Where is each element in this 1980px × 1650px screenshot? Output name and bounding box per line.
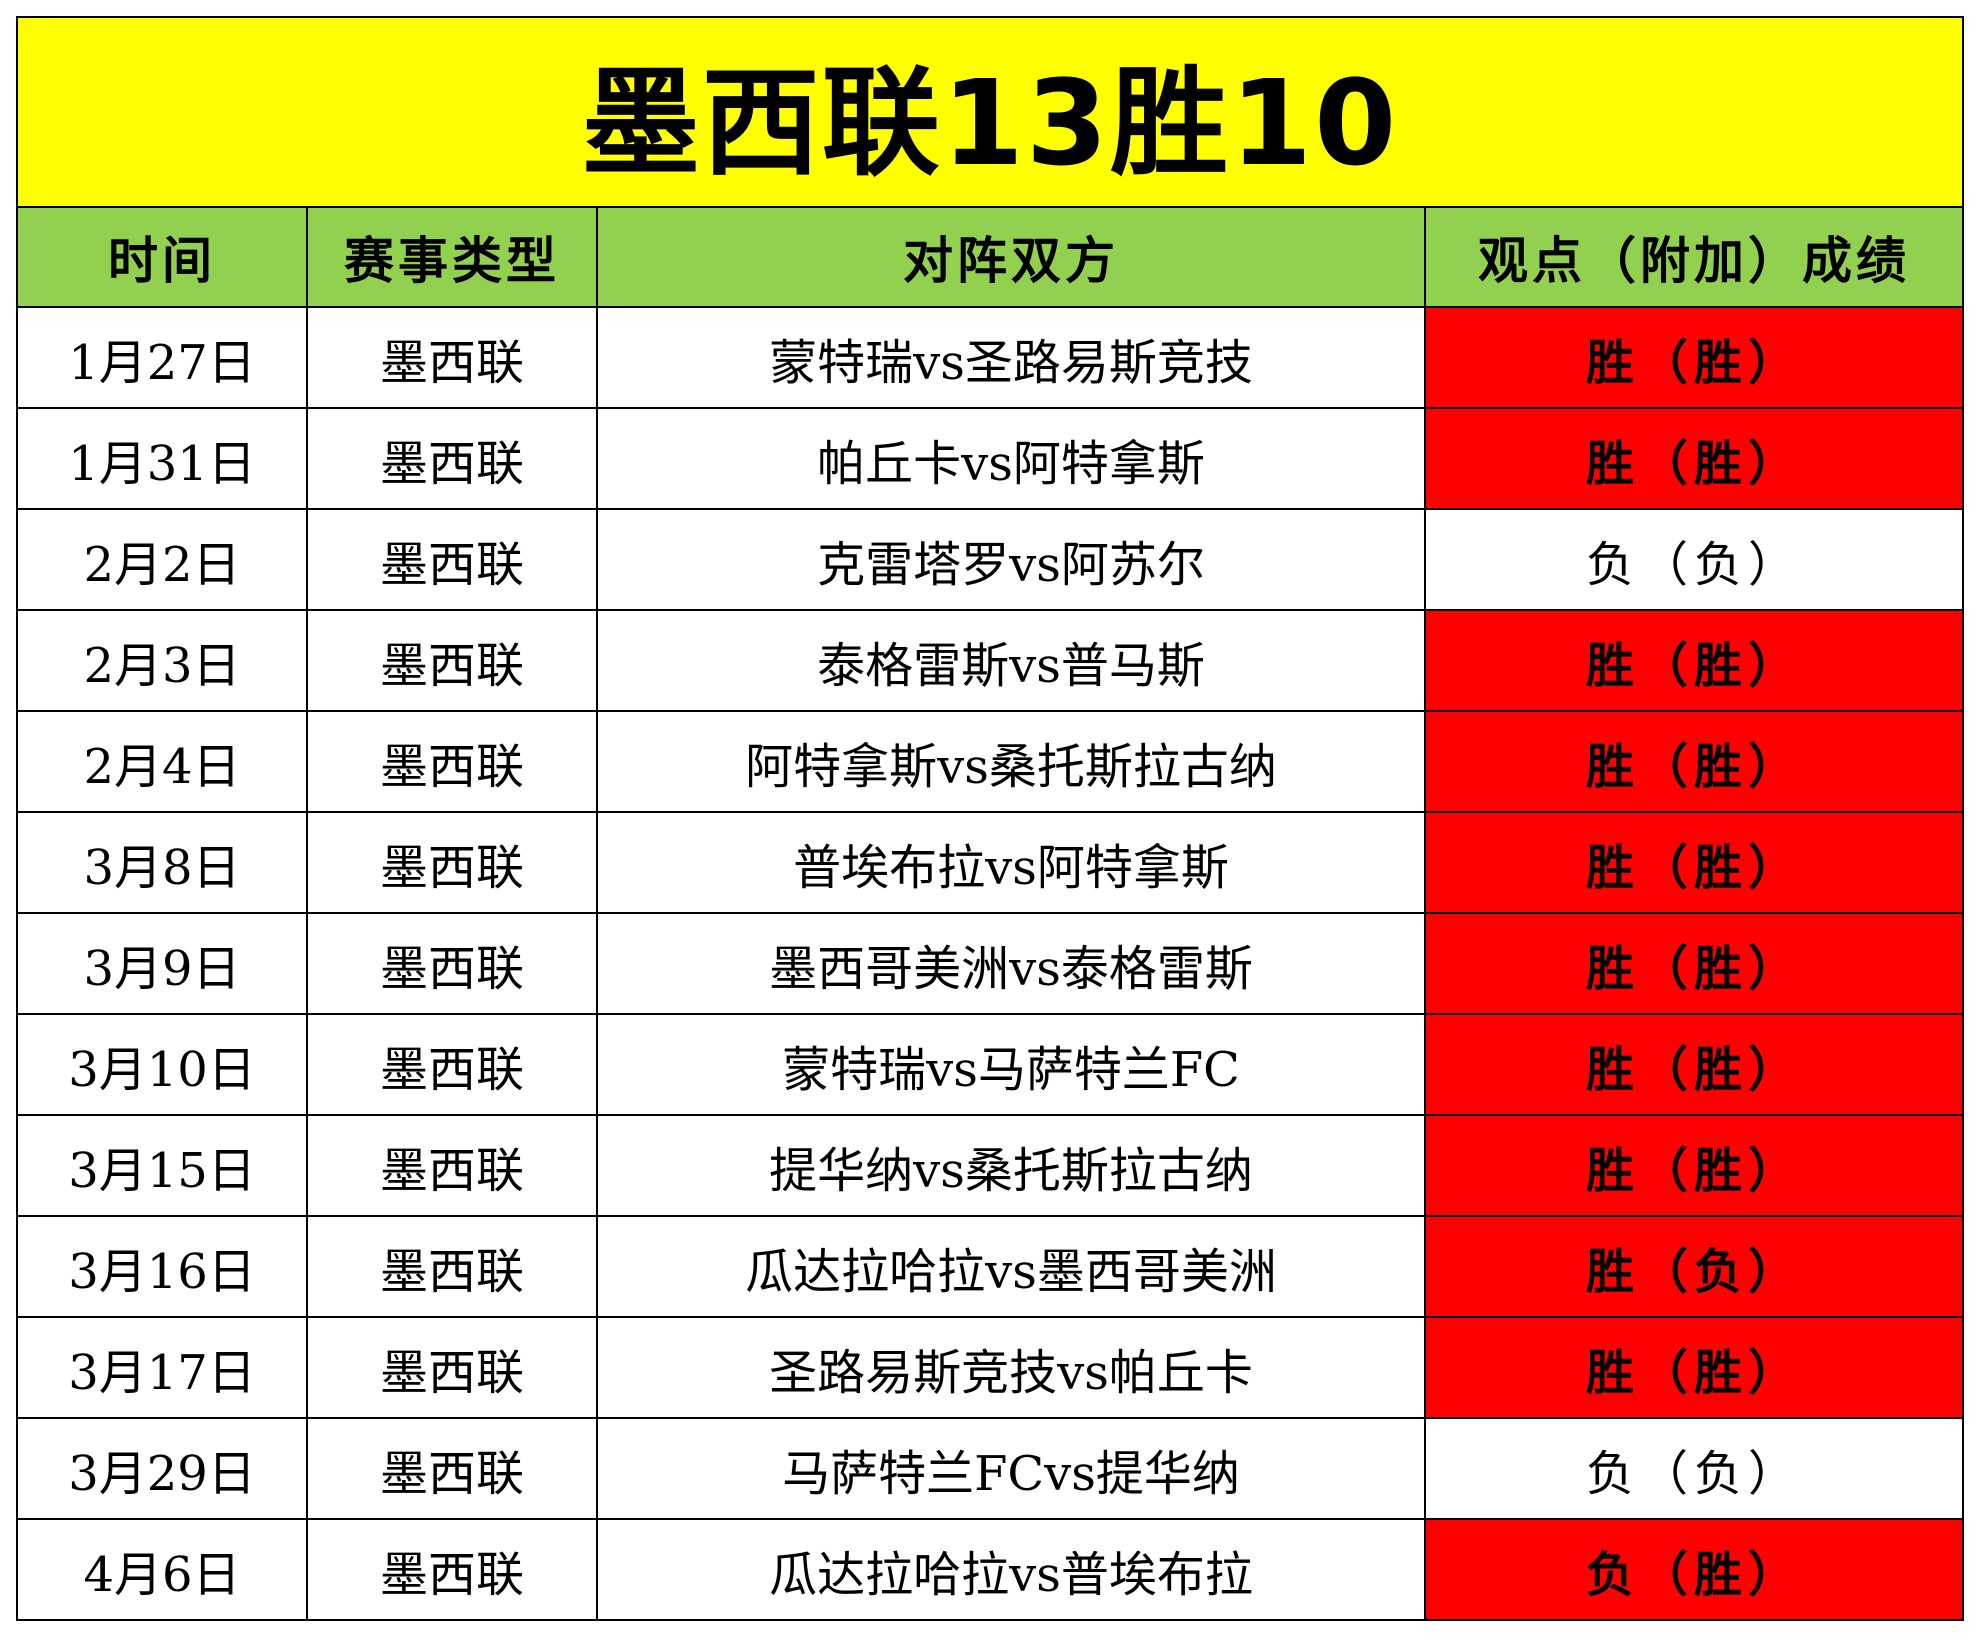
cell-result: 胜（胜） [1424, 1316, 1962, 1419]
cell-date: 3月10日 [18, 1013, 308, 1116]
results-table: 时间 赛事类型 对阵双方 观点（附加）成绩 1月27日 墨西联 蒙特瑞vs圣路易斯竞… [18, 208, 1962, 1619]
cell-date: 1月27日 [18, 306, 308, 409]
cell-date: 3月17日 [18, 1316, 308, 1419]
table-row: 2月3日 墨西联 泰格雷斯vs普马斯 胜（胜） [18, 609, 1962, 712]
table-row: 4月6日 墨西联 瓜达拉哈拉vs普埃布拉 负（胜） [18, 1518, 1962, 1619]
cell-result: 胜（胜） [1424, 811, 1962, 914]
table-row: 3月29日 墨西联 马萨特兰FCvs提华纳 负（负） [18, 1417, 1962, 1520]
cell-date: 2月3日 [18, 609, 308, 712]
cell-match: 泰格雷斯vs普马斯 [596, 609, 1426, 712]
cell-match: 瓜达拉哈拉vs墨西哥美洲 [596, 1215, 1426, 1318]
cell-date: 3月15日 [18, 1114, 308, 1217]
cell-match: 圣路易斯竞技vs帕丘卡 [596, 1316, 1426, 1419]
cell-league: 墨西联 [306, 912, 598, 1015]
table-row: 3月17日 墨西联 圣路易斯竞技vs帕丘卡 胜（胜） [18, 1316, 1962, 1419]
cell-league: 墨西联 [306, 609, 598, 712]
header-row: 时间 赛事类型 对阵双方 观点（附加）成绩 [18, 208, 1962, 308]
table-row: 3月16日 墨西联 瓜达拉哈拉vs墨西哥美洲 胜（负） [18, 1215, 1962, 1318]
cell-league: 墨西联 [306, 1013, 598, 1116]
table-row: 2月4日 墨西联 阿特拿斯vs桑托斯拉古纳 胜（胜） [18, 710, 1962, 813]
header-league: 赛事类型 [306, 208, 598, 308]
cell-date: 4月6日 [18, 1518, 308, 1619]
cell-result: 负（胜） [1424, 1518, 1962, 1619]
results-sheet: 墨西联13胜10 时间 赛事类型 对阵双方 观点（附加）成绩 1月27日 墨西联蒙… [16, 16, 1964, 1621]
table-row: 3月9日 墨西联 墨西哥美洲vs泰格雷斯 胜（胜） [18, 912, 1962, 1015]
sheet-title: 墨西联13胜10 [18, 18, 1962, 208]
cell-result: 负（负） [1424, 1417, 1962, 1520]
cell-match: 瓜达拉哈拉vs普埃布拉 [596, 1518, 1426, 1619]
header-match: 对阵双方 [596, 208, 1426, 308]
table-row: 3月10日 墨西联 蒙特瑞vs马萨特兰FC 胜（胜） [18, 1013, 1962, 1116]
table-row: 3月8日 墨西联 普埃布拉vs阿特拿斯 胜（胜） [18, 811, 1962, 914]
cell-match: 马萨特兰FCvs提华纳 [596, 1417, 1426, 1520]
cell-league: 墨西联 [306, 1518, 598, 1619]
cell-match: 墨西哥美洲vs泰格雷斯 [596, 912, 1426, 1015]
cell-result: 胜（负） [1424, 1215, 1962, 1318]
table-row: 2月2日 墨西联 克雷塔罗vs阿苏尔 负（负） [18, 508, 1962, 611]
cell-date: 2月2日 [18, 508, 308, 611]
cell-result: 胜（胜） [1424, 609, 1962, 712]
cell-league: 墨西联 [306, 508, 598, 611]
header-date: 时间 [18, 208, 308, 308]
cell-result: 胜（胜） [1424, 306, 1962, 409]
cell-league: 墨西联 [306, 1215, 598, 1318]
cell-date: 3月16日 [18, 1215, 308, 1318]
cell-result: 胜（胜） [1424, 912, 1962, 1015]
cell-league: 墨西联 [306, 1114, 598, 1217]
cell-match: 提华纳vs桑托斯拉古纳 [596, 1114, 1426, 1217]
cell-result: 胜（胜） [1424, 710, 1962, 813]
cell-league: 墨西联 [306, 407, 598, 510]
cell-match: 阿特拿斯vs桑托斯拉古纳 [596, 710, 1426, 813]
cell-league: 墨西联 [306, 710, 598, 813]
table-row: 1月31日 墨西联 帕丘卡vs阿特拿斯 胜（胜） [18, 407, 1962, 510]
cell-date: 3月9日 [18, 912, 308, 1015]
cell-match: 蒙特瑞vs圣路易斯竞技 [596, 306, 1426, 409]
cell-result: 胜（胜） [1424, 407, 1962, 510]
cell-match: 蒙特瑞vs马萨特兰FC [596, 1013, 1426, 1116]
cell-match: 帕丘卡vs阿特拿斯 [596, 407, 1426, 510]
cell-result: 胜（胜） [1424, 1114, 1962, 1217]
cell-league: 墨西联 [306, 811, 598, 914]
cell-date: 3月29日 [18, 1417, 308, 1520]
header-result: 观点（附加）成绩 [1424, 208, 1962, 308]
table-row: 1月27日 墨西联 蒙特瑞vs圣路易斯竞技 胜（胜） [18, 306, 1962, 409]
cell-league: 墨西联 [306, 1316, 598, 1419]
cell-date: 3月8日 [18, 811, 308, 914]
cell-date: 2月4日 [18, 710, 308, 813]
cell-result: 负（负） [1424, 508, 1962, 611]
cell-result: 胜（胜） [1424, 1013, 1962, 1116]
cell-league: 墨西联 [306, 1417, 598, 1520]
cell-match: 普埃布拉vs阿特拿斯 [596, 811, 1426, 914]
cell-match: 克雷塔罗vs阿苏尔 [596, 508, 1426, 611]
cell-league: 墨西联 [306, 306, 598, 409]
cell-date: 1月31日 [18, 407, 308, 510]
table-row: 3月15日 墨西联 提华纳vs桑托斯拉古纳 胜（胜） [18, 1114, 1962, 1217]
